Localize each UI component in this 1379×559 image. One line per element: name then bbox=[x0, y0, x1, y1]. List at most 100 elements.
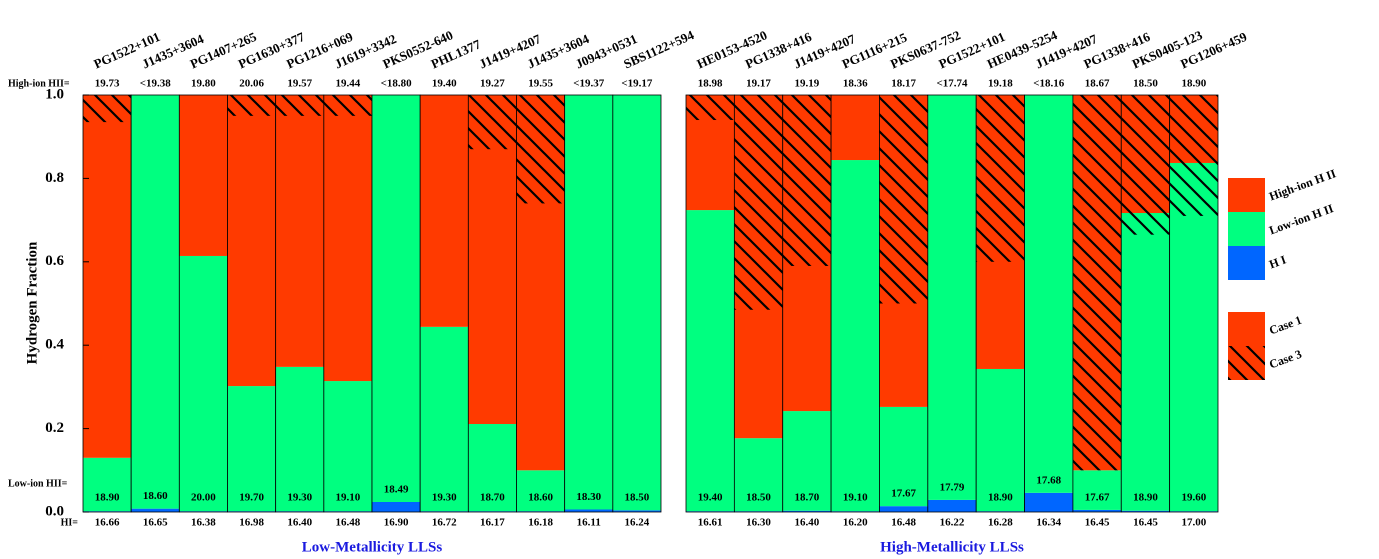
low-ion-label: 17.67 bbox=[891, 488, 916, 500]
y-tick-label: 0.2 bbox=[45, 420, 64, 436]
bar-segment bbox=[1169, 511, 1218, 512]
high-ion-label: <19.37 bbox=[573, 78, 605, 90]
y-tick-label: 0.6 bbox=[45, 253, 64, 269]
legend-label: Low-ion H II bbox=[1267, 201, 1335, 237]
bar-segment bbox=[564, 95, 613, 510]
bar-segment bbox=[131, 508, 180, 512]
bar-outline bbox=[1169, 94, 1219, 513]
hi-label: 16.48 bbox=[336, 517, 361, 529]
hi-label: 16.28 bbox=[988, 517, 1013, 529]
legend-swatch bbox=[1228, 178, 1265, 212]
low-ion-label: 18.90 bbox=[95, 492, 120, 504]
hatch-overlay bbox=[1072, 95, 1122, 471]
hatch-overlay bbox=[879, 95, 928, 304]
bar-segment bbox=[179, 95, 228, 256]
high-ion-label: 19.57 bbox=[287, 78, 312, 90]
high-ion-label: <18.16 bbox=[1033, 78, 1065, 90]
bar-segment bbox=[516, 511, 565, 512]
legend-label: Case 1 bbox=[1267, 313, 1303, 338]
bar-segment bbox=[686, 511, 735, 512]
hi-label: 16.17 bbox=[480, 517, 505, 529]
bar-segment bbox=[1024, 492, 1073, 512]
hatch-overlay bbox=[1169, 95, 1218, 216]
low-ion-label: 17.68 bbox=[1036, 474, 1061, 486]
high-ion-label: 19.19 bbox=[795, 78, 820, 90]
hi-label: 16.48 bbox=[891, 517, 916, 529]
low-ion-label: 17.67 bbox=[1085, 491, 1110, 503]
high-ion-label: 18.98 bbox=[698, 78, 723, 90]
bar-segment bbox=[879, 506, 928, 512]
high-ion-label: 19.73 bbox=[95, 78, 120, 90]
high-ion-label: 19.44 bbox=[336, 78, 361, 90]
high-ion-label: 19.80 bbox=[191, 78, 216, 90]
high-ion-label: <19.38 bbox=[140, 78, 172, 90]
hatch-overlay bbox=[782, 95, 832, 266]
legend-hatch bbox=[1228, 346, 1265, 380]
low-ion-label: 17.79 bbox=[940, 481, 965, 493]
hi-label: 16.45 bbox=[1133, 517, 1158, 529]
bar-segment bbox=[782, 510, 832, 512]
hi-label: 16.34 bbox=[1036, 517, 1061, 529]
y-tick-label: 0.0 bbox=[45, 503, 64, 519]
bar-segment bbox=[179, 255, 228, 512]
bar-segment bbox=[83, 511, 132, 512]
low-ion-label: 18.50 bbox=[625, 492, 650, 504]
bar-segment bbox=[976, 368, 1025, 512]
high-ion-label: 19.17 bbox=[746, 78, 771, 90]
low-ion-label: 19.30 bbox=[432, 492, 457, 504]
hatch-overlay bbox=[1121, 95, 1170, 235]
legend-swatch bbox=[1228, 246, 1265, 280]
bar-segment bbox=[927, 95, 977, 500]
bar-segment bbox=[879, 406, 928, 507]
bar-segment bbox=[468, 424, 517, 512]
bar-segment bbox=[227, 511, 276, 512]
bar-segment bbox=[1072, 509, 1122, 512]
high-ion-label: 18.90 bbox=[1181, 78, 1206, 90]
bar-segment bbox=[372, 95, 421, 502]
hatch-overlay bbox=[516, 95, 565, 204]
low-ion-label: 19.40 bbox=[698, 492, 723, 504]
high-ion-label: 19.40 bbox=[432, 78, 457, 90]
bar-segment bbox=[1024, 95, 1073, 493]
hi-label: 16.98 bbox=[239, 517, 264, 529]
hi-label: 16.22 bbox=[940, 517, 965, 529]
bar-segment bbox=[179, 511, 228, 512]
bar-segment bbox=[831, 95, 880, 161]
row-label: Low-ion HII= bbox=[8, 478, 68, 489]
bar-segment bbox=[1121, 213, 1170, 511]
hi-label: 16.20 bbox=[843, 517, 868, 529]
bar-segment bbox=[1072, 470, 1122, 510]
legend-swatch bbox=[1228, 212, 1265, 246]
y-tick-label: 0.8 bbox=[45, 170, 64, 186]
hi-label: 16.18 bbox=[528, 517, 553, 529]
bar-segment bbox=[323, 95, 372, 382]
bar-segment bbox=[734, 438, 783, 512]
bar-segment bbox=[612, 95, 661, 511]
high-ion-label: 18.50 bbox=[1133, 78, 1158, 90]
bar-segment bbox=[516, 470, 565, 512]
hi-label: 16.45 bbox=[1085, 517, 1110, 529]
panel-title: High-Metallicity LLSs bbox=[880, 539, 1024, 555]
panel-title: Low-Metallicity LLSs bbox=[302, 539, 443, 555]
high-ion-label: 19.27 bbox=[480, 78, 505, 90]
hi-label: 16.65 bbox=[143, 517, 168, 529]
low-ion-label: 20.00 bbox=[191, 492, 216, 504]
low-ion-label: 18.70 bbox=[480, 492, 505, 504]
high-ion-label: <18.80 bbox=[381, 78, 413, 90]
low-ion-label: 18.70 bbox=[795, 492, 820, 504]
legend-label: Case 3 bbox=[1267, 347, 1303, 372]
high-ion-label: 19.18 bbox=[988, 78, 1013, 90]
hi-label: 16.72 bbox=[432, 517, 457, 529]
bar-segment bbox=[420, 326, 469, 512]
bar-segment bbox=[323, 381, 372, 512]
bar-segment bbox=[372, 501, 421, 512]
low-ion-label: 18.30 bbox=[576, 491, 601, 503]
hatch-overlay bbox=[83, 95, 132, 123]
low-ion-label: 18.90 bbox=[988, 492, 1013, 504]
high-ion-label: <17.74 bbox=[936, 78, 968, 90]
low-ion-label: 19.60 bbox=[1181, 492, 1206, 504]
low-ion-label: 19.10 bbox=[843, 492, 868, 504]
hi-label: 16.66 bbox=[95, 517, 120, 529]
hatch-overlay bbox=[976, 95, 1025, 262]
